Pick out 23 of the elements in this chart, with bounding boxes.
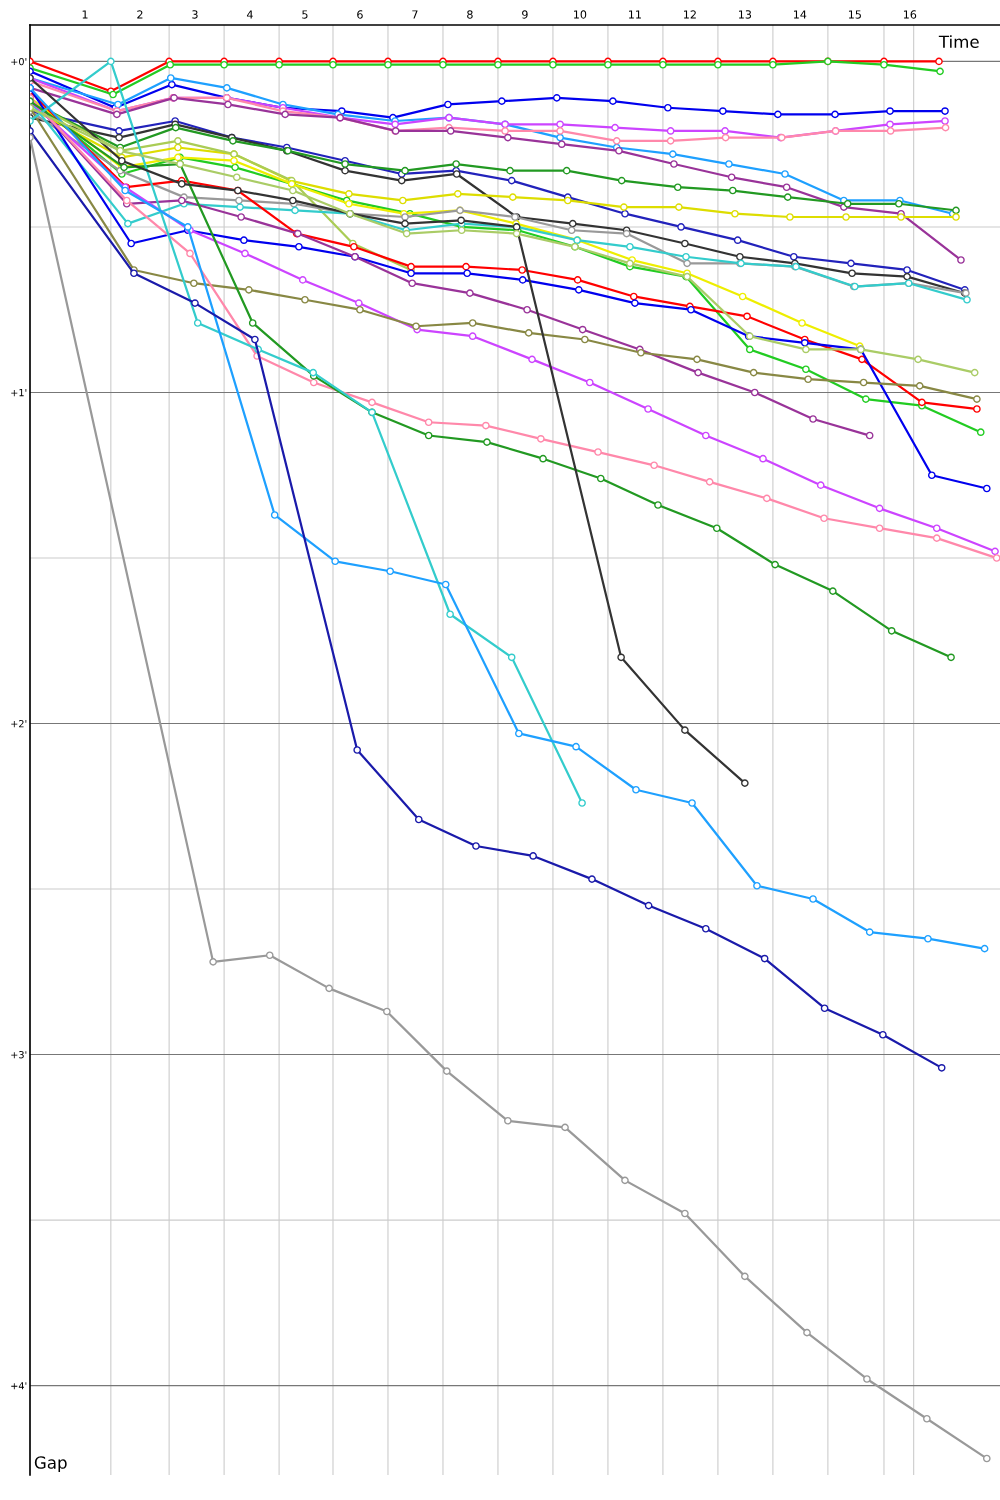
y-axis-title: Gap (34, 1456, 67, 1473)
x-tick-label: 13 (739, 10, 752, 19)
y-tick-label: +3' (11, 1051, 27, 1059)
x-tick-label: 12 (684, 10, 696, 19)
x-tick-label: 3 (192, 10, 198, 19)
x-tick-label: 8 (467, 10, 473, 19)
x-tick-label: 14 (793, 10, 807, 19)
x-tick-label: 1 (82, 10, 88, 19)
x-tick-label: 9 (522, 10, 528, 19)
y-tick-label: +1' (11, 389, 27, 397)
x-tick-label: 7 (412, 10, 418, 19)
x-tick-label: 5 (302, 10, 308, 19)
x-tick-label: 16 (903, 10, 917, 19)
x-axis-title: Time (938, 35, 979, 49)
x-tick-label: 11 (629, 10, 641, 19)
y-tick-label: +2' (11, 719, 27, 728)
y-tick-label: +0' (11, 57, 27, 66)
x-tick-label: 4 (246, 10, 253, 19)
x-tick-label: 2 (137, 10, 143, 19)
y-tick-label: +4' (11, 1382, 27, 1390)
x-tick-label: 15 (848, 10, 861, 19)
x-tick-label: 10 (574, 10, 587, 19)
x-tick-label: 6 (357, 10, 363, 19)
